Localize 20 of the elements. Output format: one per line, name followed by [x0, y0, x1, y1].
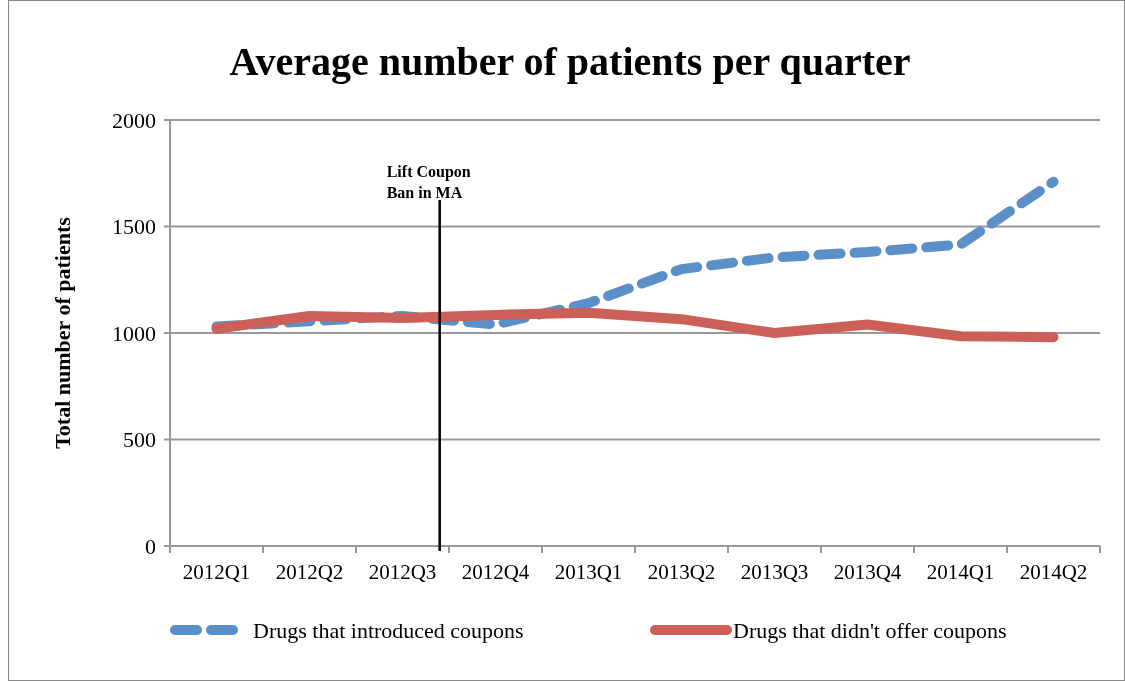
legend-label: Drugs that introduced coupons — [253, 617, 524, 643]
y-tick-label: 1000 — [112, 320, 156, 346]
x-tick-label: 2013Q1 — [554, 560, 623, 584]
x-tick-label: 2012Q2 — [275, 560, 344, 584]
x-tick-label: 2012Q3 — [368, 560, 437, 584]
y-axis-title: Total number of patients — [50, 216, 75, 449]
chart-title: Average number of patients per quarter — [229, 39, 911, 84]
y-tick-label: 0 — [145, 533, 156, 559]
y-tick-label: 1500 — [112, 214, 156, 240]
x-tick-label: 2014Q2 — [1019, 560, 1088, 584]
ref-line-label: Lift Coupon Ban in MA — [386, 163, 471, 201]
y-tick-label: 2000 — [112, 107, 156, 133]
x-tick-label: 2013Q2 — [647, 560, 716, 584]
x-tick-label: 2013Q3 — [740, 560, 809, 584]
x-tick-label: 2012Q1 — [182, 560, 251, 584]
x-tick-label: 2013Q4 — [833, 560, 902, 584]
y-tick-label: 500 — [123, 427, 156, 453]
x-tick-label: 2012Q4 — [461, 560, 530, 584]
x-tick-label: 2014Q1 — [926, 560, 995, 584]
legend-label: Drugs that didn't offer coupons — [733, 617, 1007, 643]
